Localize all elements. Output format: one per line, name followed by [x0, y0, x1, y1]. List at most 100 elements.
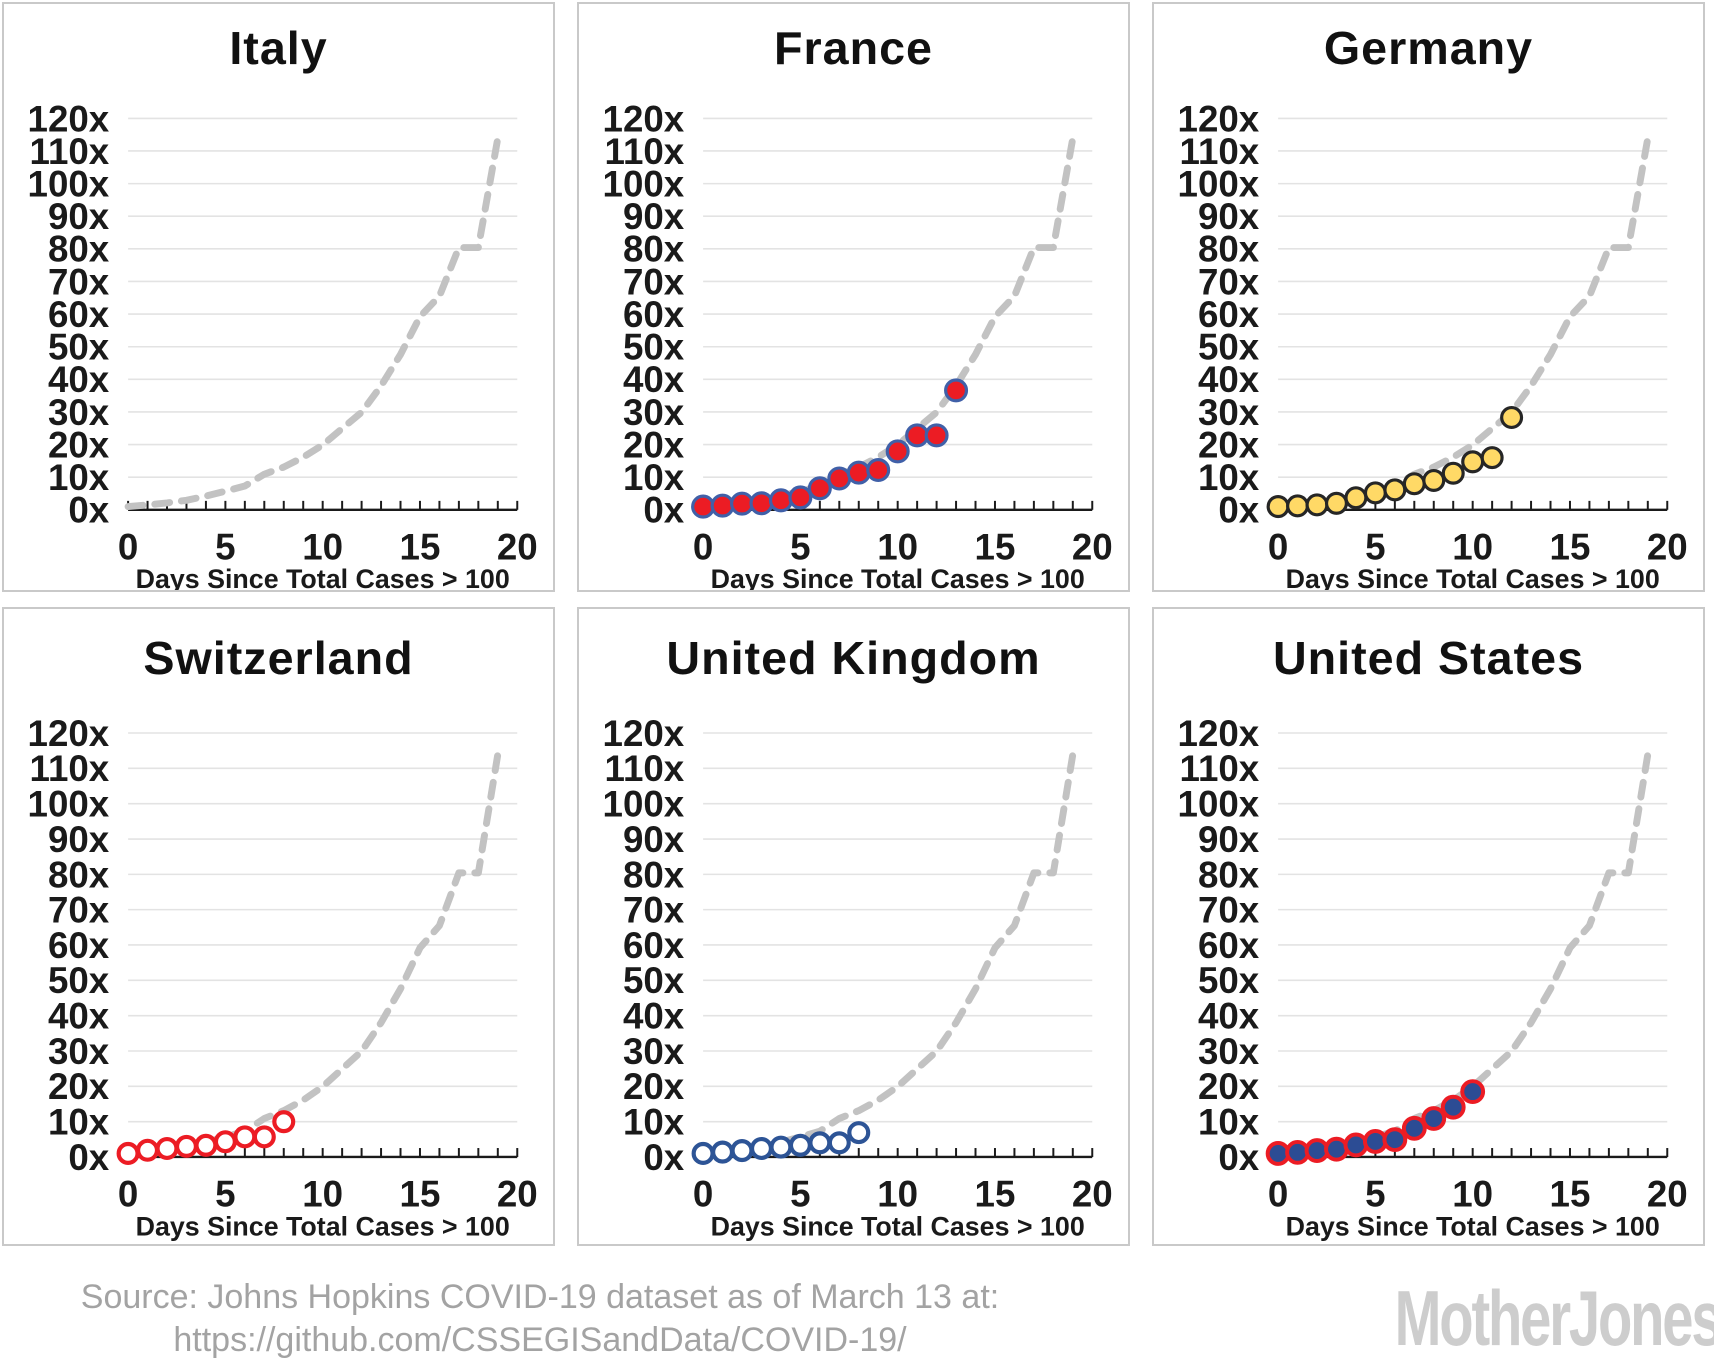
y-tick-label: 70x: [48, 261, 110, 302]
data-point: [155, 1136, 179, 1160]
data-point: [1401, 1115, 1427, 1141]
data-point: [1286, 494, 1310, 518]
y-tick-label: 90x: [623, 196, 685, 237]
chart-svg: 0x10x20x30x40x50x60x70x80x90x100x110x120…: [28, 22, 538, 590]
y-tick-label: 60x: [1198, 925, 1260, 966]
x-tick-label: 15: [400, 526, 441, 567]
y-tick-label: 60x: [48, 294, 110, 335]
data-point: [194, 1133, 218, 1157]
source-line1: Source: Johns Hopkins COVID-19 dataset a…: [80, 1278, 1000, 1316]
data-point: [691, 1141, 715, 1165]
y-tick-label: 120x: [1178, 713, 1260, 754]
y-tick-label: 50x: [48, 327, 110, 368]
x-tick-label: 5: [215, 1174, 235, 1215]
x-tick-label: 10: [877, 526, 918, 567]
x-tick-label: 0: [118, 1174, 138, 1215]
y-tick-label: 0x: [1218, 1137, 1259, 1178]
x-tick-label: 5: [790, 1174, 810, 1215]
data-point: [944, 378, 969, 403]
x-tick-label: 5: [790, 526, 810, 567]
panel-title: Italy: [229, 22, 327, 74]
data-point: [1383, 478, 1407, 502]
data-point: [749, 491, 774, 516]
data-point: [788, 1133, 812, 1157]
chart-panel-united-kingdom: 0x 10x 20x 30x 40x 50x 60x 70x 80x 90x 100x 110x 120…: [577, 607, 1130, 1246]
y-tick-label: 40x: [1198, 359, 1260, 400]
data-point: [213, 1130, 237, 1154]
x-tick-label: 15: [975, 526, 1016, 567]
data-point: [174, 1134, 198, 1158]
x-tick-label: 10: [877, 1174, 918, 1215]
panel-title: Switzerland: [143, 632, 413, 684]
y-tick-label: 30x: [48, 392, 110, 433]
chart-panel-switzerland: 0x 10x 20x 30x 40x 50x 60x 70x 80x 90x 100x 110x 120…: [2, 607, 555, 1246]
panel-title: United Kingdom: [666, 632, 1040, 684]
data-point: [730, 1139, 754, 1163]
data-point: [768, 488, 793, 513]
data-point: [807, 476, 832, 501]
data-point: [905, 423, 930, 448]
chart-svg: 0x10x20x30x40x50x60x70x80x90x100x110x120…: [28, 632, 538, 1241]
y-tick-label: 100x: [603, 784, 685, 825]
y-tick-label: 100x: [1178, 784, 1260, 825]
data-point: [1324, 491, 1348, 515]
data-point: [924, 423, 949, 448]
panel-title: United States: [1273, 632, 1584, 684]
x-axis-title: Days Since Total Cases > 100: [136, 564, 510, 590]
italy-reference-curve: [124, 134, 502, 511]
y-tick-label: 110x: [30, 748, 110, 789]
y-tick-label: 100x: [1178, 164, 1260, 205]
y-tick-label: 50x: [1198, 327, 1260, 368]
y-tick-label: 90x: [48, 819, 110, 860]
data-point: [1305, 493, 1329, 517]
data-point: [710, 493, 735, 518]
y-tick-label: 0x: [68, 1137, 109, 1178]
data-point: [1343, 1132, 1369, 1158]
chart-svg: 0x10x20x30x40x50x60x70x80x90x100x110x120…: [1178, 22, 1688, 590]
x-tick-label: 15: [975, 1174, 1016, 1215]
x-tick-label: 15: [1550, 526, 1591, 567]
x-tick-label: 0: [693, 1174, 713, 1215]
y-tick-label: 120x: [1178, 98, 1260, 139]
data-point: [769, 1135, 793, 1159]
data-point: [233, 1125, 257, 1149]
y-tick-label: 50x: [623, 960, 685, 1001]
y-tick-label: 110x: [1180, 748, 1260, 789]
y-tick-label: 80x: [623, 854, 685, 895]
y-tick-label: 60x: [623, 925, 685, 966]
y-tick-label: 110x: [605, 131, 685, 172]
y-tick-label: 100x: [28, 784, 110, 825]
mother-jones-logo: MotherJones: [1394, 1274, 1714, 1362]
y-tick-label: 70x: [1198, 890, 1260, 931]
x-tick-label: 20: [497, 526, 538, 567]
footer: Source: Johns Hopkins COVID-19 dataset a…: [0, 1246, 1714, 1368]
y-tick-label: 40x: [48, 359, 110, 400]
y-tick-label: 60x: [48, 925, 110, 966]
data-point: [1266, 495, 1290, 519]
x-tick-label: 20: [497, 1174, 538, 1215]
data-point: [827, 466, 852, 491]
y-tick-label: 60x: [623, 294, 685, 335]
y-tick-label: 20x: [623, 1066, 685, 1107]
y-tick-label: 40x: [1198, 996, 1260, 1037]
y-tick-label: 80x: [1198, 229, 1260, 270]
data-point: [1382, 1127, 1408, 1153]
x-tick-label: 10: [1452, 1174, 1493, 1215]
data-point: [1500, 406, 1524, 430]
y-tick-label: 90x: [623, 819, 685, 860]
y-tick-label: 90x: [1198, 196, 1260, 237]
y-tick-label: 10x: [623, 1102, 685, 1143]
y-tick-label: 0x: [643, 490, 684, 531]
data-point: [1324, 1136, 1349, 1162]
x-tick-label: 10: [302, 526, 343, 567]
y-tick-label: 30x: [48, 1031, 110, 1072]
y-tick-label: 30x: [623, 392, 685, 433]
chart-panel-italy: 0x 10x 20x 30x 40x 50x 60x 70x 80x 90x 100x 110x 120…: [2, 2, 555, 592]
data-point: [691, 494, 716, 519]
y-tick-label: 10x: [623, 457, 685, 498]
x-axis-title: Days Since Total Cases > 100: [711, 1211, 1085, 1241]
y-tick-label: 60x: [1198, 294, 1260, 335]
panel-title: Germany: [1324, 22, 1533, 74]
y-tick-label: 50x: [623, 327, 685, 368]
